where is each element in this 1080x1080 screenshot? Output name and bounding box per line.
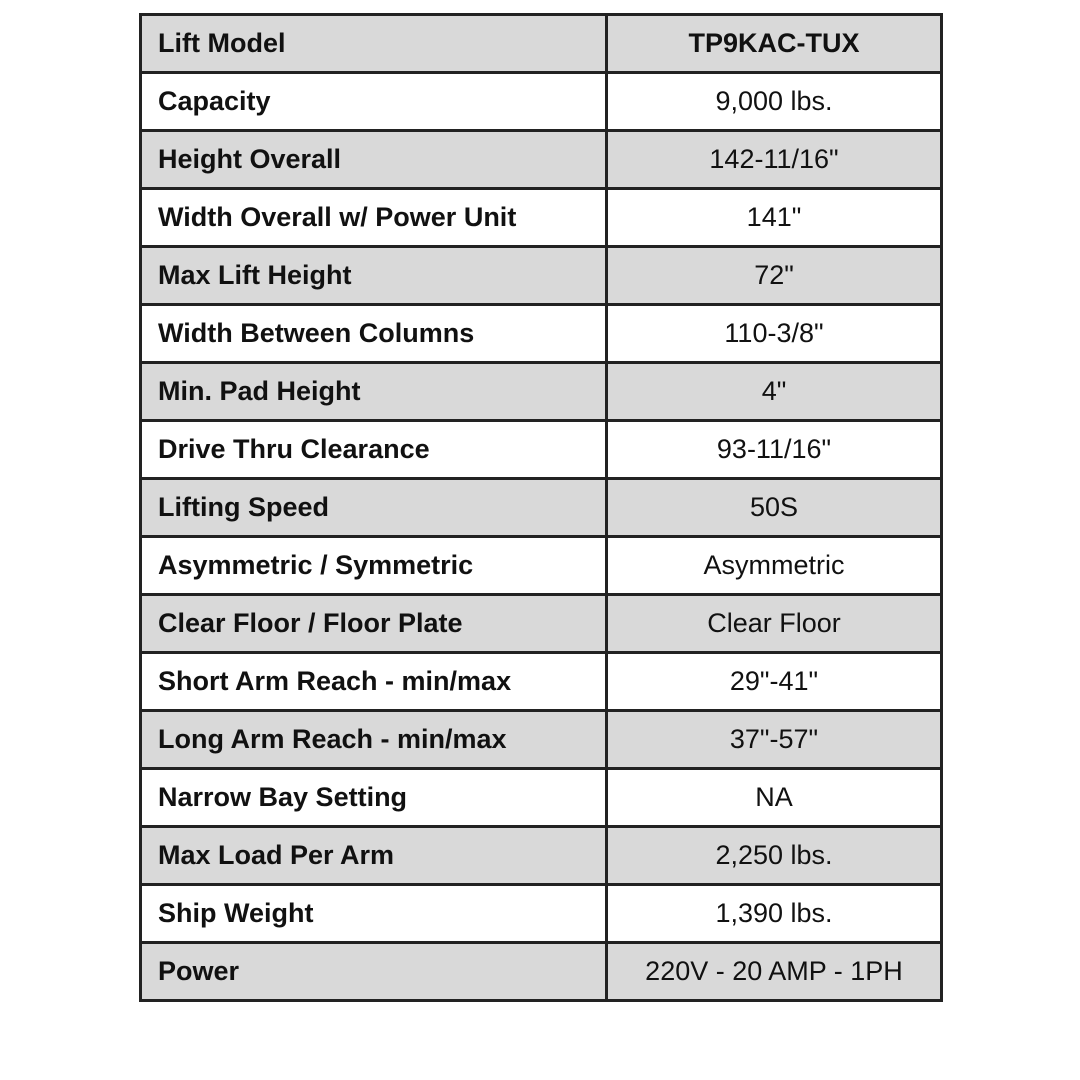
spec-value: NA xyxy=(605,767,943,828)
spec-value: 4" xyxy=(605,361,943,422)
spec-label: Width Between Columns xyxy=(139,303,608,364)
spec-label: Asymmetric / Symmetric xyxy=(139,535,608,596)
spec-label: Clear Floor / Floor Plate xyxy=(139,593,608,654)
spec-row: Clear Floor / Floor Plate Clear Floor xyxy=(139,593,943,654)
spec-label: Short Arm Reach - min/max xyxy=(139,651,608,712)
spec-row: Max Lift Height 72" xyxy=(139,245,943,306)
spec-label: Power xyxy=(139,941,608,1002)
spec-value: Clear Floor xyxy=(605,593,943,654)
spec-value: TP9KAC-TUX xyxy=(605,13,943,74)
spec-value: 37"-57" xyxy=(605,709,943,770)
spec-label: Width Overall w/ Power Unit xyxy=(139,187,608,248)
spec-row: Max Load Per Arm 2,250 lbs. xyxy=(139,825,943,886)
spec-row: Height Overall 142-11/16" xyxy=(139,129,943,190)
spec-row: Ship Weight 1,390 lbs. xyxy=(139,883,943,944)
spec-row: Min. Pad Height 4" xyxy=(139,361,943,422)
spec-label: Narrow Bay Setting xyxy=(139,767,608,828)
spec-row: Width Between Columns 110-3/8" xyxy=(139,303,943,364)
spec-row: Short Arm Reach - min/max 29"-41" xyxy=(139,651,943,712)
spec-table: Lift Model TP9KAC-TUX Capacity 9,000 lbs. He… xyxy=(139,13,943,1002)
spec-value: 29"-41" xyxy=(605,651,943,712)
spec-value: 141" xyxy=(605,187,943,248)
spec-value: 1,390 lbs. xyxy=(605,883,943,944)
spec-table-wrap: Lift Model TP9KAC-TUX Capacity 9,000 lbs. He… xyxy=(139,13,943,1002)
spec-label: Lift Model xyxy=(139,13,608,74)
spec-value: 50S xyxy=(605,477,943,538)
spec-value: Asymmetric xyxy=(605,535,943,596)
spec-row: Long Arm Reach - min/max 37"-57" xyxy=(139,709,943,770)
spec-row: Narrow Bay Setting NA xyxy=(139,767,943,828)
spec-label: Max Load Per Arm xyxy=(139,825,608,886)
spec-value: 72" xyxy=(605,245,943,306)
spec-row: Asymmetric / Symmetric Asymmetric xyxy=(139,535,943,596)
spec-row: Drive Thru Clearance 93-11/16" xyxy=(139,419,943,480)
spec-label: Max Lift Height xyxy=(139,245,608,306)
spec-label: Ship Weight xyxy=(139,883,608,944)
spec-row: Width Overall w/ Power Unit 141" xyxy=(139,187,943,248)
spec-value: 220V - 20 AMP - 1PH xyxy=(605,941,943,1002)
spec-label: Capacity xyxy=(139,71,608,132)
spec-value: 9,000 lbs. xyxy=(605,71,943,132)
spec-label: Height Overall xyxy=(139,129,608,190)
spec-label: Lifting Speed xyxy=(139,477,608,538)
spec-table-body: Lift Model TP9KAC-TUX Capacity 9,000 lbs. He… xyxy=(139,13,943,1002)
spec-row: Lift Model TP9KAC-TUX xyxy=(139,13,943,74)
spec-label: Drive Thru Clearance xyxy=(139,419,608,480)
spec-value: 2,250 lbs. xyxy=(605,825,943,886)
spec-label: Long Arm Reach - min/max xyxy=(139,709,608,770)
spec-row: Lifting Speed 50S xyxy=(139,477,943,538)
spec-label: Min. Pad Height xyxy=(139,361,608,422)
spec-row: Capacity 9,000 lbs. xyxy=(139,71,943,132)
spec-value: 110-3/8" xyxy=(605,303,943,364)
spec-value: 93-11/16" xyxy=(605,419,943,480)
spec-row: Power 220V - 20 AMP - 1PH xyxy=(139,941,943,1002)
spec-value: 142-11/16" xyxy=(605,129,943,190)
